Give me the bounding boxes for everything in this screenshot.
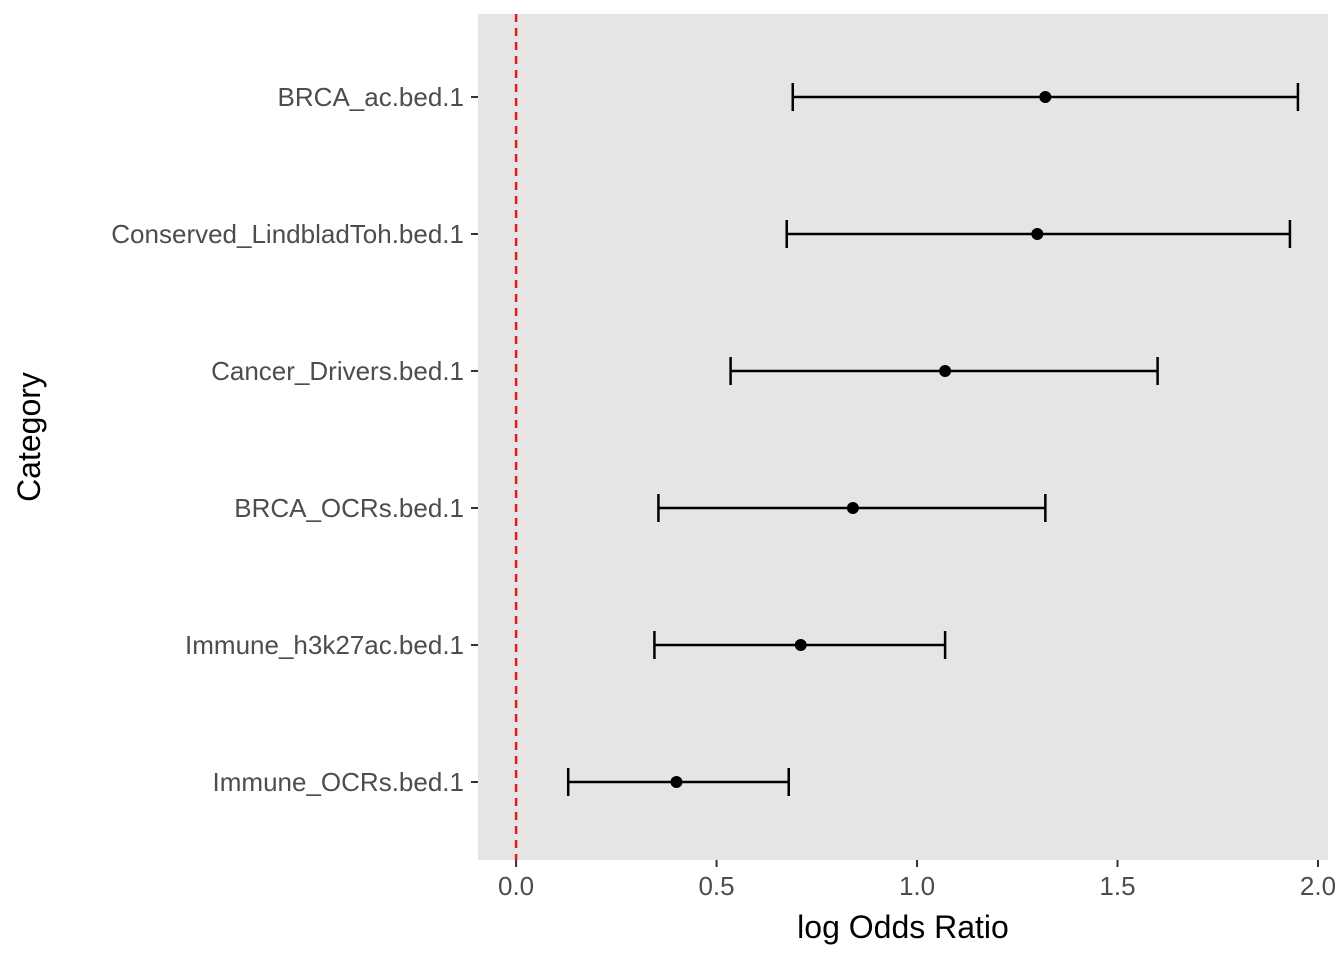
data-row (657, 494, 1047, 522)
estimate-point (794, 639, 807, 651)
y-tick-label: Conserved_LindbladToh.bed.1 (111, 219, 464, 249)
panel-background (478, 14, 1328, 860)
y-tick-label: Cancer_Drivers.bed.1 (211, 356, 464, 386)
x-axis-title: log Odds Ratio (797, 909, 1009, 945)
x-tick-label: 0.0 (498, 871, 534, 901)
estimate-point (670, 776, 683, 788)
x-tick-label: 1.5 (1099, 871, 1135, 901)
y-tick-label: Immune_h3k27ac.bed.1 (185, 630, 464, 660)
y-axis-title: Category (11, 372, 47, 502)
data-row (791, 83, 1300, 111)
x-tick-label: 0.5 (698, 871, 734, 901)
y-axis: BRCA_ac.bed.1 Conserved_LindbladToh.bed.1… (111, 82, 478, 797)
y-tick-label: BRCA_ac.bed.1 (278, 82, 464, 112)
x-tick-label: 1.0 (899, 871, 935, 901)
estimate-point (1039, 91, 1052, 103)
data-row (729, 357, 1159, 385)
estimate-point (939, 365, 952, 377)
estimate-point (846, 502, 859, 514)
x-tick-label: 2.0 (1300, 871, 1336, 901)
y-tick-label: Immune_OCRs.bed.1 (213, 767, 464, 797)
data-row (653, 631, 947, 659)
data-marks-layer (566, 83, 1300, 796)
estimate-point (1031, 228, 1044, 240)
data-row (785, 220, 1292, 248)
y-tick-label: BRCA_OCRs.bed.1 (234, 493, 464, 523)
data-row (566, 768, 790, 796)
x-axis: 0.0 0.5 1.0 1.5 2.0 (498, 860, 1336, 901)
